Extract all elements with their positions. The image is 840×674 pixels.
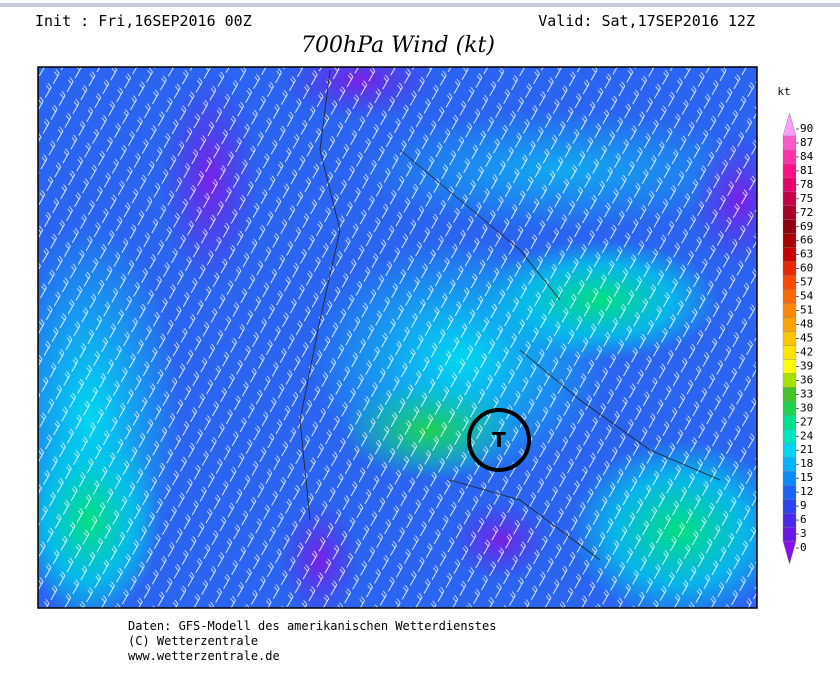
colorbar-label: 57	[800, 276, 813, 289]
map	[38, 67, 757, 608]
colorbar-label: 42	[800, 345, 813, 358]
colorbar-swatch	[782, 373, 797, 388]
colorbar-swatch	[782, 429, 797, 444]
colorbar-label: 87	[800, 136, 813, 149]
colorbar-label: 30	[800, 401, 813, 414]
colorbar-label: 15	[800, 471, 813, 484]
colorbar-label: 45	[800, 332, 813, 345]
colorbar-label: 12	[800, 485, 813, 498]
colorbar-swatch	[782, 135, 797, 151]
colorbar-label: 90	[800, 122, 813, 135]
colorbar-label: 18	[800, 457, 813, 470]
colorbar-label: 3	[800, 527, 807, 540]
colorbar-label: 33	[800, 387, 813, 400]
colorbar-label: 54	[800, 290, 814, 303]
colorbar-swatch	[782, 387, 797, 402]
colorbar-swatch	[782, 359, 797, 374]
colorbar-swatch	[782, 498, 797, 514]
colorbar-swatch	[782, 112, 797, 137]
colorbar-swatch	[782, 443, 797, 458]
colorbar-label: 6	[800, 513, 807, 526]
colorbar-label: 0	[800, 541, 807, 554]
valid-time: Valid: Sat,17SEP2016 12Z	[538, 12, 755, 30]
colorbar-label: 36	[800, 373, 813, 386]
colorbar-swatch	[782, 219, 797, 234]
colorbar-label: 63	[800, 248, 813, 261]
colorbar-unit: kt	[777, 85, 790, 98]
colorbar-swatch	[782, 401, 797, 416]
colorbar-label: 69	[800, 220, 813, 233]
colorbar-swatch	[782, 191, 797, 206]
colorbar-swatch	[782, 471, 797, 486]
colorbar-swatch	[782, 540, 797, 565]
colorbar-swatch	[782, 415, 797, 430]
top-bar	[0, 3, 840, 7]
colorbar: 0369121518212427303336394245485154576063…	[782, 112, 814, 565]
colorbar-label: 75	[800, 192, 813, 205]
colorbar-swatch	[782, 303, 797, 318]
colorbar-swatch	[782, 345, 797, 360]
colorbar-swatch	[782, 457, 797, 472]
colorbar-label: 60	[800, 262, 813, 275]
colorbar-label: 27	[800, 415, 813, 428]
colorbar-swatch	[782, 149, 797, 165]
colorbar-label: 9	[800, 499, 807, 512]
map-frame	[37, 66, 758, 609]
colorbar-swatch	[782, 233, 797, 248]
colorbar-swatch	[782, 177, 797, 192]
colorbar-swatch	[782, 163, 797, 179]
colorbar-swatch	[782, 512, 797, 528]
colorbar-swatch	[782, 261, 797, 276]
low-label: T	[492, 428, 506, 452]
colorbar-label: 24	[800, 429, 814, 442]
colorbar-swatch	[782, 484, 797, 500]
colorbar-swatch	[782, 317, 797, 332]
footer-line: www.wetterzentrale.de	[128, 649, 280, 663]
colorbar-swatch	[782, 275, 797, 290]
footer-line: (C) Wetterzentrale	[128, 634, 258, 648]
colorbar-swatch	[782, 331, 797, 346]
colorbar-label: 78	[800, 178, 813, 191]
colorbar-label: 51	[800, 304, 813, 317]
colorbar-label: 39	[800, 359, 813, 372]
init-time: Init : Fri,16SEP2016 00Z	[35, 12, 252, 30]
colorbar-label: 81	[800, 164, 813, 177]
colorbar-label: 21	[800, 443, 813, 456]
colorbar-label: 48	[800, 318, 813, 331]
colorbar-label: 72	[800, 206, 813, 219]
colorbar-label: 66	[800, 234, 813, 247]
colorbar-swatch	[782, 289, 797, 304]
colorbar-label: 84	[800, 150, 814, 163]
low-marker	[467, 408, 531, 472]
colorbar-swatch	[782, 526, 797, 542]
footer-line: Daten: GFS-Modell des amerikanischen Wet…	[128, 619, 496, 633]
map-title: 700hPa Wind (kt)	[301, 33, 495, 58]
colorbar-swatch	[782, 205, 797, 220]
colorbar-swatch	[782, 247, 797, 262]
